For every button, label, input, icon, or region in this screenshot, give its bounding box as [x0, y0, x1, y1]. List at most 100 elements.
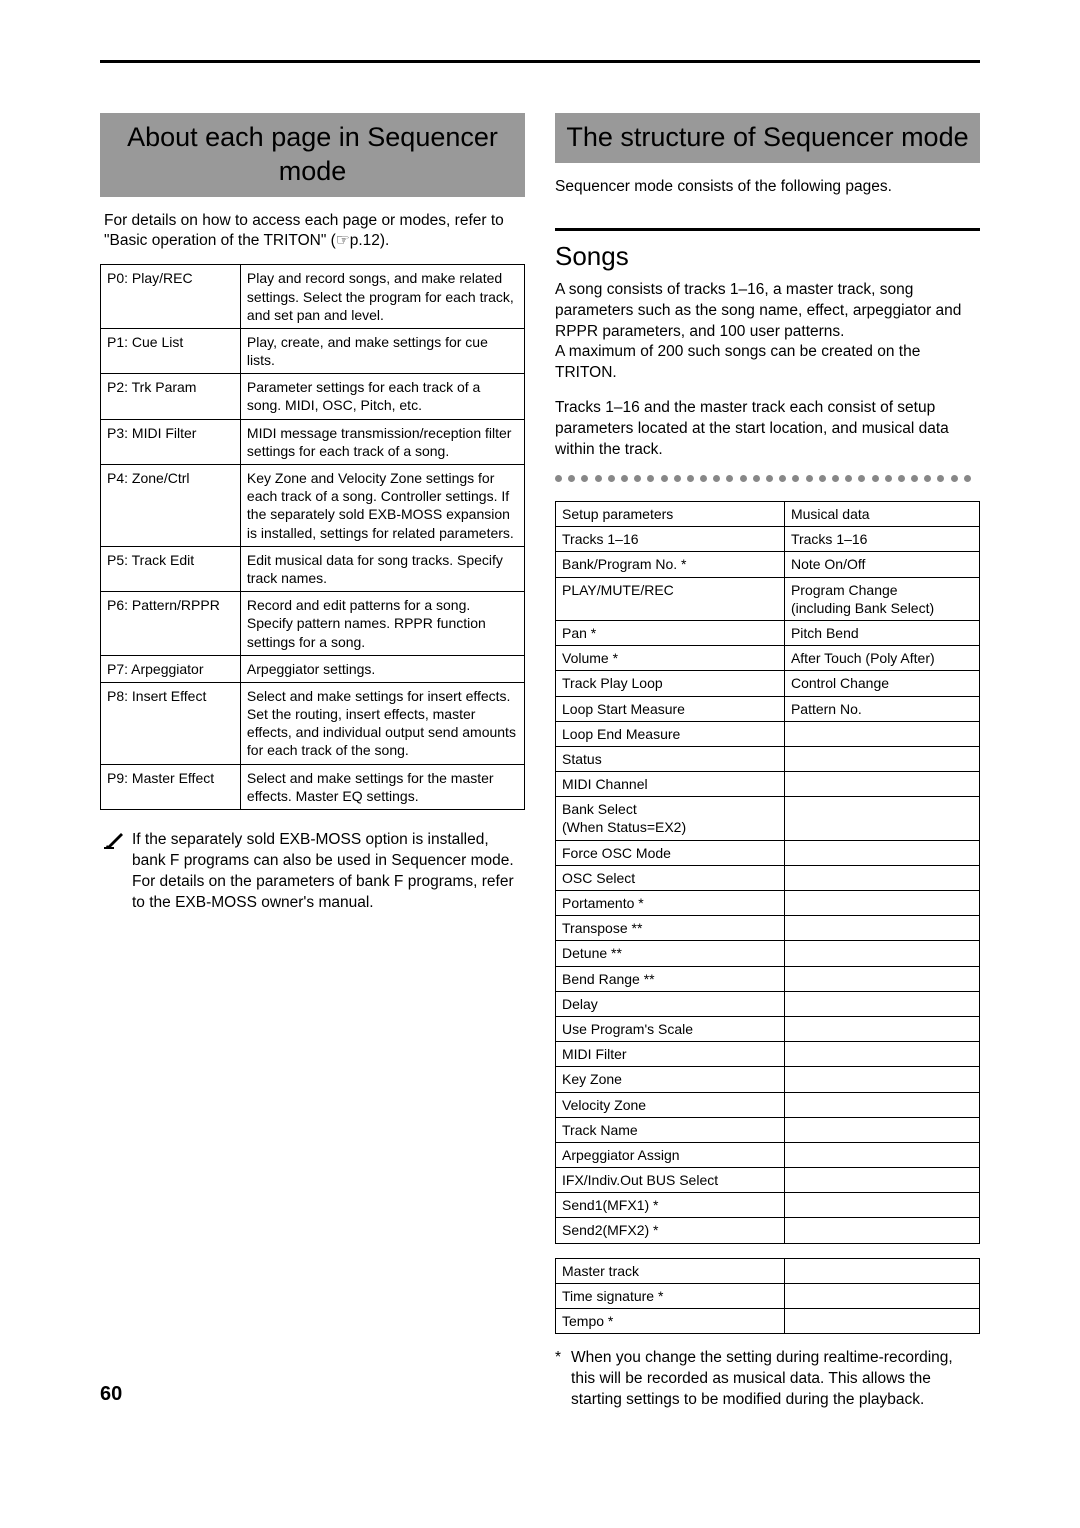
table-cell: Volume *	[556, 646, 785, 671]
table-cell	[784, 966, 979, 991]
table-row: Portamento *	[556, 891, 980, 916]
table-cell: PLAY/MUTE/REC	[556, 577, 785, 620]
right-column: The structure of Sequencer mode Sequence…	[555, 113, 980, 1411]
table-cell: P3: MIDI Filter	[101, 419, 241, 464]
table-cell: P1: Cue List	[101, 328, 241, 373]
table-row: PLAY/MUTE/RECProgram Change(including Ba…	[556, 577, 980, 620]
table-cell: Tempo *	[556, 1309, 785, 1334]
table-cell: Tracks 1–16	[784, 527, 979, 552]
table-row: P1: Cue ListPlay, create, and make setti…	[101, 328, 525, 373]
table-cell	[784, 1142, 979, 1167]
table-cell	[784, 1218, 979, 1243]
two-column-layout: About each page in Sequencer mode For de…	[100, 113, 980, 1411]
table-row: P6: Pattern/RPPRRecord and edit patterns…	[101, 592, 525, 656]
table-cell: Pattern No.	[784, 696, 979, 721]
table-cell	[784, 1168, 979, 1193]
table-cell: Send2(MFX2) *	[556, 1218, 785, 1243]
table-cell: Parameter settings for each track of a s…	[240, 374, 524, 419]
table-cell: Pan *	[556, 620, 785, 645]
table-cell: Delay	[556, 991, 785, 1016]
table-cell	[784, 1092, 979, 1117]
table-cell: MIDI Channel	[556, 772, 785, 797]
table-cell: P9: Master Effect	[101, 764, 241, 809]
footnote-mark: *	[555, 1348, 561, 1411]
table-cell: Setup parameters	[556, 502, 785, 527]
setup-parameters-table: Setup parametersMusical dataTracks 1–16T…	[555, 501, 980, 1244]
table-row: Loop End Measure	[556, 721, 980, 746]
table-cell: P2: Trk Param	[101, 374, 241, 419]
table-cell: P6: Pattern/RPPR	[101, 592, 241, 656]
table-row: P0: Play/RECPlay and record songs, and m…	[101, 265, 525, 329]
table-row: Bend Range **	[556, 966, 980, 991]
table-cell: Time signature *	[556, 1283, 785, 1308]
table-cell: Detune **	[556, 941, 785, 966]
table-cell: Record and edit patterns for a song. Spe…	[240, 592, 524, 656]
table-row: Volume *After Touch (Poly After)	[556, 646, 980, 671]
table-cell: Force OSC Mode	[556, 840, 785, 865]
table-row: Key Zone	[556, 1067, 980, 1092]
table-cell: Bank Select(When Status=EX2)	[556, 797, 785, 840]
table-cell	[784, 721, 979, 746]
table-cell: P0: Play/REC	[101, 265, 241, 329]
table-cell	[784, 1283, 979, 1308]
footnote: * When you change the setting during rea…	[555, 1348, 980, 1411]
table-cell: Velocity Zone	[556, 1092, 785, 1117]
table-row: Velocity Zone	[556, 1092, 980, 1117]
songs-para-2: Tracks 1–16 and the master track each co…	[555, 398, 980, 461]
table-row: Tempo *	[556, 1309, 980, 1334]
note-icon	[104, 832, 124, 850]
table-cell: Loop Start Measure	[556, 696, 785, 721]
table-cell	[784, 772, 979, 797]
footnote-text: When you change the setting during realt…	[571, 1348, 980, 1411]
table-cell	[784, 1193, 979, 1218]
table-row: Track Play LoopControl Change	[556, 671, 980, 696]
table-row: P4: Zone/CtrlKey Zone and Velocity Zone …	[101, 465, 525, 547]
table-cell: IFX/Indiv.Out BUS Select	[556, 1168, 785, 1193]
table-row: P8: Insert EffectSelect and make setting…	[101, 682, 525, 764]
table-row: IFX/Indiv.Out BUS Select	[556, 1168, 980, 1193]
pages-table: P0: Play/RECPlay and record songs, and m…	[100, 264, 525, 810]
left-intro: For details on how to access each page o…	[100, 211, 525, 253]
table-cell: MIDI Filter	[556, 1042, 785, 1067]
table-row: P2: Trk ParamParameter settings for each…	[101, 374, 525, 419]
table-cell: Play and record songs, and make related …	[240, 265, 524, 329]
table-row: Bank/Program No. *Note On/Off	[556, 552, 980, 577]
songs-para-1: A song consists of tracks 1–16, a master…	[555, 280, 980, 385]
table-row: Send1(MFX1) *	[556, 1193, 980, 1218]
table-cell: Tracks 1–16	[556, 527, 785, 552]
table-cell: Track Name	[556, 1117, 785, 1142]
subhead-rule	[555, 228, 980, 231]
table-row: Detune **	[556, 941, 980, 966]
table-cell: OSC Select	[556, 865, 785, 890]
table-row: Delay	[556, 991, 980, 1016]
table-cell	[784, 840, 979, 865]
table-cell: Track Play Loop	[556, 671, 785, 696]
table-row: Send2(MFX2) *	[556, 1218, 980, 1243]
table-row: Master track	[556, 1258, 980, 1283]
table-cell: Portamento *	[556, 891, 785, 916]
table-cell: Bend Range **	[556, 966, 785, 991]
table-cell: After Touch (Poly After)	[784, 646, 979, 671]
table-row: Setup parametersMusical data	[556, 502, 980, 527]
master-track-table: Master trackTime signature *Tempo *	[555, 1258, 980, 1335]
table-cell	[784, 941, 979, 966]
table-row: Transpose **	[556, 916, 980, 941]
table-cell	[784, 916, 979, 941]
table-cell	[784, 797, 979, 840]
table-row: Time signature *	[556, 1283, 980, 1308]
table-cell: Pitch Bend	[784, 620, 979, 645]
right-section-title: The structure of Sequencer mode	[555, 113, 980, 163]
table-cell: Note On/Off	[784, 552, 979, 577]
table-row: P5: Track EditEdit musical data for song…	[101, 546, 525, 591]
table-row: Force OSC Mode	[556, 840, 980, 865]
table-cell	[784, 1067, 979, 1092]
table-cell	[784, 1016, 979, 1041]
table-row: MIDI Filter	[556, 1042, 980, 1067]
table-cell: Select and make settings for insert effe…	[240, 682, 524, 764]
table-cell	[784, 746, 979, 771]
manual-page: About each page in Sequencer mode For de…	[0, 0, 1080, 1451]
songs-heading: Songs	[555, 241, 980, 272]
table-row: Bank Select(When Status=EX2)	[556, 797, 980, 840]
left-section-title: About each page in Sequencer mode	[100, 113, 525, 197]
table-row: Track Name	[556, 1117, 980, 1142]
